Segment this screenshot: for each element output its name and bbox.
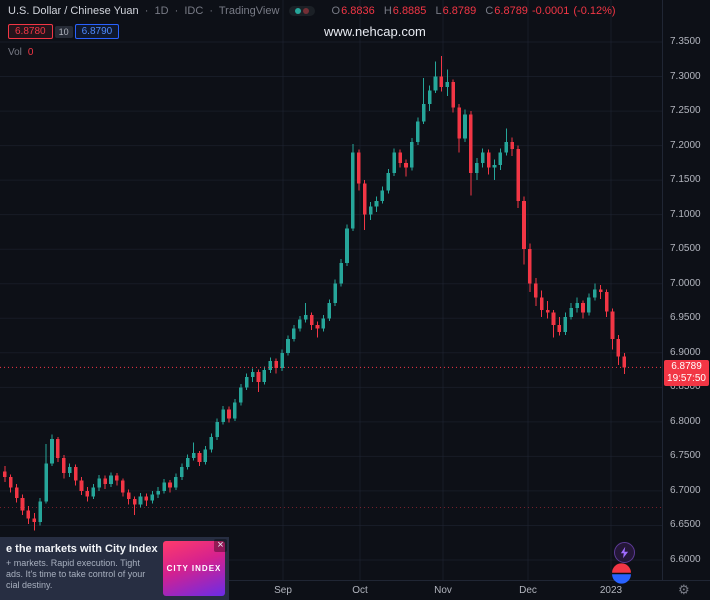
- site-watermark: www.nehcap.com: [324, 24, 426, 39]
- close-value: 6.8789: [494, 5, 528, 17]
- price-axis-label: 7.3500: [670, 36, 701, 47]
- change-value: -0.0001: [532, 5, 570, 17]
- price-axis-label: 7.1500: [670, 174, 701, 186]
- sell-button[interactable]: 6.8780: [8, 24, 53, 39]
- last-price-tag: 6.8789 19:57:50: [664, 360, 709, 387]
- buy-button[interactable]: 6.8790: [74, 24, 120, 39]
- ad-text-block: e the markets with City Index + markets.…: [0, 537, 163, 600]
- time-axis-label: 2023: [599, 585, 623, 596]
- price-axis-label: 7.0500: [670, 243, 701, 255]
- boost-button[interactable]: [614, 542, 635, 563]
- separator-dot: ·: [209, 5, 213, 17]
- separator-dot: ·: [144, 5, 149, 17]
- change-percent: (-0.12%): [573, 5, 616, 17]
- lightning-icon: [620, 546, 629, 559]
- trade-panel: 6.8780 10 6.8790: [8, 24, 120, 39]
- price-axis-label: 6.6500: [670, 519, 701, 531]
- ad-title: e the markets with City Index: [6, 543, 158, 555]
- price-axis-label: 6.6000: [670, 554, 701, 565]
- price-axis-label: 7.2500: [670, 105, 701, 117]
- status-dot-red-icon: [303, 8, 310, 15]
- exchange-label: IDC: [184, 5, 204, 17]
- price-axis[interactable]: 6.8789 19:57:50 7.3500 7.3000 7.2500 7.2000…: [662, 0, 710, 580]
- spread-value: 10: [54, 25, 73, 38]
- price-axis-label: 7.3000: [670, 70, 701, 82]
- separator-dot: ·: [174, 5, 179, 17]
- time-axis-label: Dec: [519, 585, 537, 596]
- price-axis-label: 7.1000: [670, 208, 701, 220]
- symbol-title[interactable]: U.S. Dollar / Chinese Yuan: [8, 5, 139, 17]
- price-axis-label: 6.7500: [670, 450, 701, 462]
- ad-logo-text: CITY INDEX: [166, 564, 222, 573]
- status-dot-green-icon: [295, 8, 302, 15]
- chart-legend[interactable]: U.S. Dollar / Chinese Yuan · 1D · IDC · …: [8, 5, 616, 17]
- city-index-logo: CITY INDEX: [163, 541, 225, 596]
- settings-gear-icon[interactable]: ⚙: [678, 582, 690, 597]
- ad-line: + markets. Rapid execution. Tight: [6, 558, 140, 568]
- market-status-pill[interactable]: [289, 6, 316, 17]
- volume-row[interactable]: Vol 0: [8, 47, 33, 58]
- candles-group: [3, 55, 627, 531]
- close-label: C: [485, 5, 494, 17]
- price-axis-label: 6.9000: [670, 346, 701, 358]
- open-label: O: [331, 5, 341, 17]
- price-axis-label: 7.2000: [670, 139, 701, 151]
- community-button[interactable]: [611, 563, 632, 584]
- time-axis-label: Nov: [434, 585, 452, 596]
- ad-close-button[interactable]: ×: [214, 539, 227, 552]
- countdown-timer: 19:57:50: [667, 373, 706, 385]
- ad-line: cial destiny.: [6, 580, 53, 590]
- time-axis-label: Sep: [274, 585, 292, 596]
- open-value: 6.8836: [341, 5, 375, 17]
- price-axis-label: 7.0000: [670, 277, 701, 289]
- last-price-value: 6.8789: [671, 361, 702, 373]
- volume-value: 0: [27, 47, 34, 58]
- low-value: 6.8789: [442, 5, 477, 17]
- price-axis-label: 6.9500: [670, 312, 701, 324]
- high-label: H: [383, 5, 392, 17]
- price-axis-label: 6.8000: [670, 415, 701, 427]
- ad-line: ads. It's time to take control of your: [6, 569, 146, 579]
- interval-label[interactable]: 1D: [154, 5, 169, 17]
- high-value: 6.8885: [392, 5, 427, 17]
- low-label: L: [435, 5, 442, 17]
- time-axis-label: Oct: [352, 585, 368, 596]
- price-chart-svg[interactable]: [0, 0, 662, 580]
- volume-label: Vol: [8, 47, 22, 58]
- price-axis-label: 6.8500: [670, 381, 701, 393]
- price-axis-label: 6.7000: [670, 484, 701, 496]
- brand-label: TradingView: [218, 5, 280, 17]
- ad-banner[interactable]: e the markets with City Index + markets.…: [0, 537, 229, 600]
- chart-area[interactable]: [0, 0, 662, 580]
- red-blue-circle-icon: [612, 563, 631, 584]
